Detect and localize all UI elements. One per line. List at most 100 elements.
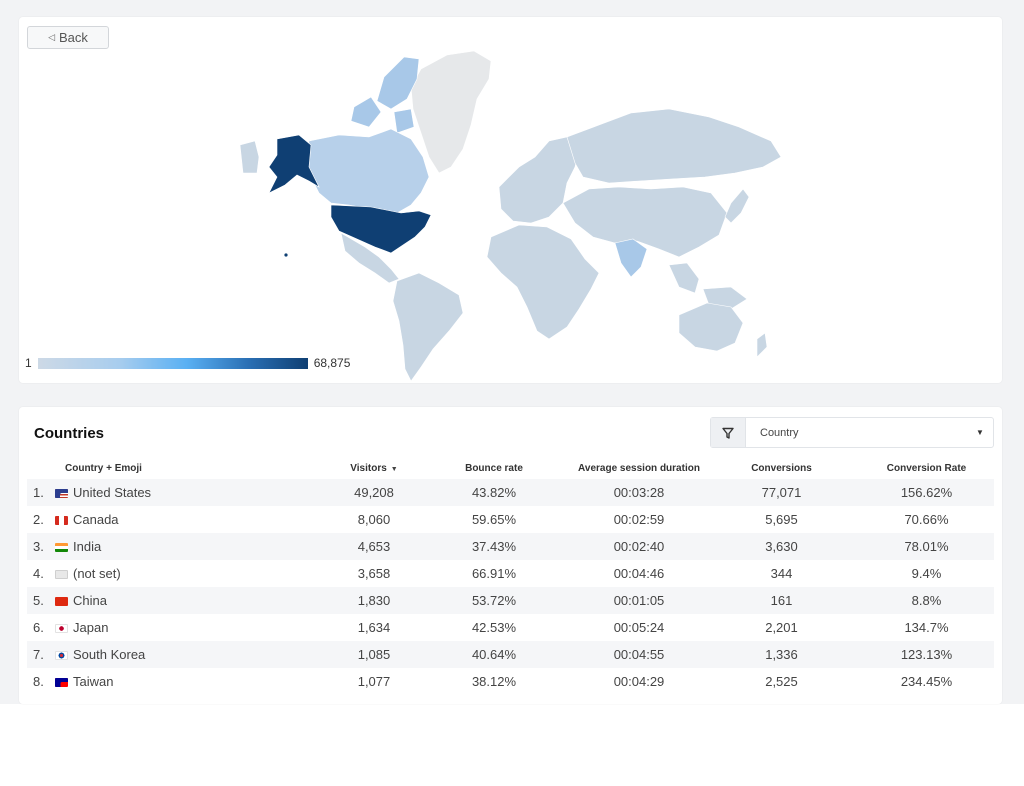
map-region-new-zealand[interactable] (756, 332, 768, 358)
flag-notset-icon (55, 570, 68, 579)
country-name: India (73, 539, 102, 554)
row-index: 4. (33, 566, 44, 581)
table-row[interactable]: 6. Japan 1,634 42.53% 00:05:24 2,201 134.7% (27, 614, 994, 641)
table-row[interactable]: 4. (not set) 3,658 66.91% 00:04:46 344 9.4% (27, 560, 994, 587)
bounce-rate-cell: 42.53% (471, 620, 517, 635)
column-header-visitors-label: Visitors (350, 462, 387, 474)
flag-in-icon (55, 543, 68, 552)
map-region-europe[interactable] (498, 136, 580, 224)
map-card: ◁ Back (19, 17, 1002, 383)
conversion-rate-cell: 78.01% (859, 533, 994, 560)
table-header-row: Country + Emoji Visitors ▼ Bounce rate Av… (27, 457, 994, 479)
map-region-hawaii[interactable] (284, 253, 288, 257)
map-region-alaska[interactable] (268, 134, 320, 194)
map-region-japan[interactable] (724, 188, 750, 224)
conversions-cell: 3,630 (704, 533, 859, 560)
country-name: Taiwan (73, 674, 114, 689)
table-row[interactable]: 7. South Korea 1,085 40.64% 00:04:55 1,336 123… (27, 641, 994, 668)
map-region-arctic-islands[interactable] (350, 56, 420, 134)
country-cell: India (55, 533, 334, 560)
flag-us-icon (55, 489, 68, 498)
country-cell: United States (55, 479, 334, 506)
row-index: 7. (27, 641, 55, 668)
flag-tw-icon (55, 678, 68, 687)
countries-table-card: Countries Country ▼ Country + Emoji Visi… (19, 407, 1002, 704)
visitors-cell: 1,830 (334, 587, 414, 614)
flag-jp-icon (55, 624, 68, 633)
conversions-cell: 77,071 (704, 479, 859, 506)
filter-selected-value: Country (760, 426, 799, 439)
row-index: 3. (27, 533, 55, 560)
column-header-bounce-rate[interactable]: Bounce rate (465, 462, 523, 474)
bounce-rate-cell: 40.64% (414, 641, 574, 668)
row-index: 2. (33, 512, 44, 527)
avg-session-duration-cell: 00:02:40 (574, 533, 704, 560)
map-region-south-america[interactable] (392, 272, 464, 382)
conversions-cell: 161 (704, 587, 859, 614)
visitors-cell: 1,634 (357, 620, 391, 635)
conversions-cell: 1,336 (704, 641, 859, 668)
column-header-conversion-rate[interactable]: Conversion Rate (886, 462, 967, 474)
country-cell: Taiwan (55, 668, 334, 695)
avg-session-duration-cell: 00:04:55 (574, 641, 704, 668)
flag-cn-icon (55, 597, 68, 606)
visitors-cell: 1,077 (357, 674, 391, 689)
avg-session-duration-cell: 00:02:59 (613, 512, 665, 527)
country-cell: Japan (55, 614, 334, 641)
back-button[interactable]: ◁ Back (27, 26, 109, 49)
column-header-avg-session-duration[interactable]: Average session duration (578, 462, 700, 474)
bounce-rate-cell: 43.82% (414, 479, 574, 506)
visitors-cell: 4,653 (334, 533, 414, 560)
row-index: 5. (27, 587, 55, 614)
column-header-country[interactable]: Country + Emoji (65, 462, 142, 474)
map-region-united-states[interactable] (330, 204, 432, 254)
map-region-greenland[interactable] (410, 50, 492, 174)
conversion-rate-cell: 70.66% (904, 512, 949, 527)
avg-session-duration-cell: 00:04:29 (613, 674, 665, 689)
table-row[interactable]: 1. United States 49,208 43.82% 00:03:28 77,07… (27, 479, 994, 506)
table-row[interactable]: 8. Taiwan 1,077 38.12% 00:04:29 2,525 234.45% (27, 668, 994, 695)
country-cell: South Korea (55, 641, 334, 668)
conversions-cell: 2,201 (765, 620, 798, 635)
table-row[interactable]: 3. India 4,653 37.43% 00:02:40 3,630 78.01% (27, 533, 994, 560)
country-cell: China (55, 587, 334, 614)
table-row[interactable]: 5. China 1,830 53.72% 00:01:05 161 8.8% (27, 587, 994, 614)
country-name: China (73, 593, 107, 608)
row-index: 8. (33, 674, 44, 689)
legend-gradient-bar (37, 357, 308, 369)
map-region-australia[interactable] (678, 302, 744, 352)
filter-icon[interactable] (711, 418, 746, 447)
map-region-canada[interactable] (306, 128, 430, 214)
country-filter-dropdown[interactable]: Country ▼ (710, 417, 994, 448)
column-header-conversions[interactable]: Conversions (751, 462, 812, 474)
flag-ca-icon (55, 516, 68, 525)
bounce-rate-cell: 59.65% (471, 512, 517, 527)
world-map (239, 50, 782, 382)
conversion-rate-cell: 156.62% (859, 479, 994, 506)
conversions-cell: 5,695 (765, 512, 798, 527)
table-row[interactable]: 2. Canada 8,060 59.65% 00:02:59 5,695 70.66% (27, 506, 994, 533)
country-name: Japan (73, 620, 109, 635)
visitors-cell: 3,658 (357, 566, 391, 581)
visitors-cell: 1,085 (334, 641, 414, 668)
row-index: 6. (33, 620, 44, 635)
map-region-chukotka[interactable] (239, 140, 260, 174)
countries-table: Country + Emoji Visitors ▼ Bounce rate Av… (27, 457, 994, 695)
flag-kr-icon (55, 651, 68, 660)
map-region-asia[interactable] (562, 186, 728, 258)
map-region-central-america[interactable] (340, 232, 400, 284)
map-region-russia[interactable] (566, 108, 782, 184)
map-region-southeast-asia[interactable] (668, 262, 748, 310)
bounce-rate-cell: 37.43% (414, 533, 574, 560)
country-name: Canada (73, 512, 119, 527)
avg-session-duration-cell: 00:04:46 (613, 566, 665, 581)
avg-session-duration-cell: 00:05:24 (613, 620, 665, 635)
map-region-africa[interactable] (486, 224, 600, 340)
bounce-rate-cell: 66.91% (471, 566, 517, 581)
legend-max: 68,875 (313, 356, 351, 370)
map-region-india[interactable] (614, 238, 648, 278)
map-legend: 1 68,875 (25, 356, 350, 370)
column-header-visitors[interactable]: Visitors ▼ (334, 457, 414, 479)
conversion-rate-cell: 234.45% (900, 674, 953, 689)
table-title: Countries (34, 425, 105, 442)
